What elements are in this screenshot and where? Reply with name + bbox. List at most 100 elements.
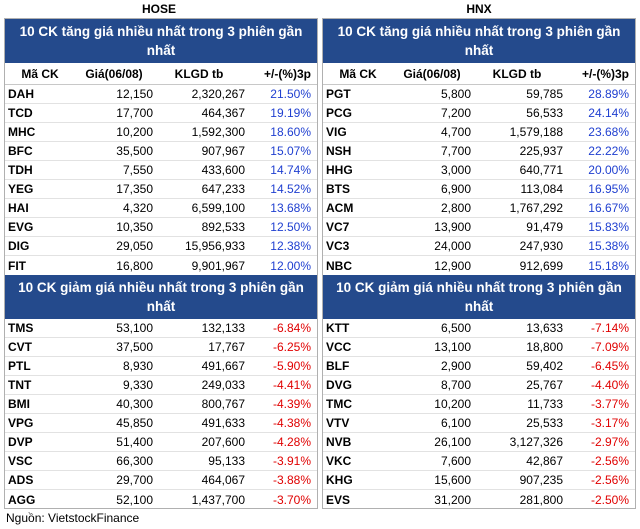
stock-symbol: TMC	[326, 397, 352, 411]
price-cell: 37,500	[116, 340, 153, 354]
volume-cell: 491,667	[201, 359, 245, 373]
stock-symbol: VTV	[326, 416, 350, 430]
table-row: TMC 10,200 11,733 -3.77%	[323, 395, 635, 414]
volume-cell: 912,699	[519, 258, 563, 273]
table-row: AGG 52,100 1,437,700 -3.70%	[5, 490, 317, 509]
hnx-gainers-table: PGT 5,800 59,785 28.89% PCG 7,200 56,533 24.14%…	[323, 85, 635, 275]
table-row: VTV 6,100 25,533 -3.17%	[323, 414, 635, 433]
hose-panel: 10 CK tăng giá nhiều nhất trong 3 phiên …	[4, 18, 318, 509]
price-cell: 24,000	[434, 239, 471, 253]
volume-cell: 25,767	[526, 378, 563, 392]
price-cell: 12,150	[116, 87, 153, 101]
change-cell: 28.89%	[588, 87, 629, 101]
table-row: EVG 10,350 892,533 12.50%	[5, 218, 317, 237]
volume-cell: 25,533	[526, 416, 563, 430]
table-row: NBC 12,900 912,699 15.18%	[323, 256, 635, 275]
change-cell: 18.60%	[270, 125, 311, 139]
change-cell: 21.50%	[270, 87, 311, 101]
change-cell: -4.28%	[272, 435, 311, 449]
volume-cell: 640,771	[519, 163, 563, 177]
volume-cell: 281,800	[519, 492, 563, 507]
stock-symbol: KTT	[326, 321, 350, 335]
volume-cell: 464,367	[201, 106, 245, 120]
hose-gainers-table: DAH 12,150 2,320,267 21.50% TCD 17,700 464,367…	[5, 85, 317, 275]
column-price: Giá(06/08)	[85, 66, 143, 81]
price-cell: 12,900	[434, 258, 471, 273]
stock-symbol: BTS	[326, 182, 350, 196]
volume-cell: 647,233	[201, 182, 245, 196]
volume-cell: 247,930	[519, 239, 563, 253]
table-row: VKC 7,600 42,867 -2.56%	[323, 452, 635, 471]
price-cell: 29,050	[116, 239, 153, 253]
change-cell: 12.50%	[270, 220, 311, 234]
change-cell: -6.45%	[590, 359, 629, 373]
volume-cell: 1,437,700	[191, 492, 245, 507]
change-cell: -3.88%	[272, 473, 311, 487]
volume-cell: 91,479	[526, 220, 563, 234]
price-cell: 17,350	[116, 182, 153, 196]
volume-cell: 59,785	[526, 87, 563, 101]
table-row: TDH 7,550 433,600 14.74%	[5, 161, 317, 180]
change-cell: 14.52%	[270, 182, 311, 196]
price-cell: 7,200	[440, 106, 471, 120]
price-cell: 8,700	[440, 378, 471, 392]
change-cell: 22.22%	[588, 144, 629, 158]
stock-symbol: VC7	[326, 220, 350, 234]
price-cell: 26,100	[434, 435, 471, 449]
change-cell: 15.83%	[588, 220, 629, 234]
price-cell: 51,400	[116, 435, 153, 449]
volume-cell: 132,133	[201, 321, 245, 335]
table-row: ADS 29,700 464,067 -3.88%	[5, 471, 317, 490]
stock-symbol: DVG	[326, 378, 353, 392]
price-cell: 45,850	[116, 416, 153, 430]
change-cell: 23.68%	[588, 125, 629, 139]
stock-symbol: NSH	[326, 144, 352, 158]
change-cell: 12.00%	[270, 258, 311, 273]
stock-symbol: VKC	[326, 454, 352, 468]
change-cell: 14.74%	[270, 163, 311, 177]
stock-symbol: VCC	[326, 340, 352, 354]
price-cell: 7,700	[440, 144, 471, 158]
volume-cell: 6,599,100	[191, 201, 245, 215]
volume-cell: 59,402	[526, 359, 563, 373]
table-row: TCD 17,700 464,367 19.19%	[5, 104, 317, 123]
change-cell: -7.14%	[590, 321, 629, 335]
change-cell: -5.90%	[272, 359, 311, 373]
volume-cell: 249,033	[201, 378, 245, 392]
table-row: EVS 31,200 281,800 -2.50%	[323, 490, 635, 509]
volume-cell: 1,767,292	[509, 201, 563, 215]
hose-exchange-title: HOSE	[141, 2, 176, 16]
change-cell: -4.41%	[272, 378, 311, 392]
change-cell: -2.56%	[590, 473, 629, 487]
volume-cell: 17,767	[208, 340, 245, 354]
price-cell: 9,330	[122, 378, 153, 392]
price-cell: 3,000	[440, 163, 471, 177]
volume-cell: 11,733	[527, 397, 563, 411]
change-cell: -3.91%	[272, 454, 311, 468]
volume-cell: 433,600	[201, 163, 245, 177]
table-row: DVP 51,400 207,600 -4.28%	[5, 433, 317, 452]
stock-symbol: DAH	[8, 87, 34, 101]
stock-symbol: FIT	[8, 258, 26, 273]
change-cell: -6.25%	[272, 340, 311, 354]
change-cell: -3.17%	[590, 416, 629, 430]
table-row: BFC 35,500 907,967 15.07%	[5, 142, 317, 161]
table-row: VC7 13,900 91,479 15.83%	[323, 218, 635, 237]
column-volume: KLGD tb	[174, 66, 224, 81]
table-row: KHG 15,600 907,235 -2.56%	[323, 471, 635, 490]
volume-cell: 464,067	[201, 473, 245, 487]
stock-symbol: CVT	[8, 340, 32, 354]
table-row: VPG 45,850 491,633 -4.38%	[5, 414, 317, 433]
table-row: DIG 29,050 15,956,933 12.38%	[5, 237, 317, 256]
hnx-losers-table: KTT 6,500 13,633 -7.14% VCC 13,100 18,800 -7.09…	[323, 319, 635, 509]
table-row: PCG 7,200 56,533 24.14%	[323, 104, 635, 123]
stock-symbol: BLF	[326, 359, 350, 373]
volume-cell: 1,579,188	[509, 125, 563, 139]
change-cell: -2.56%	[590, 454, 629, 468]
volume-cell: 207,600	[201, 435, 245, 449]
change-cell: 16.95%	[588, 182, 629, 196]
stock-symbol: EVS	[326, 492, 351, 507]
change-cell: -7.09%	[590, 340, 629, 354]
table-row: BTS 6,900 113,084 16.95%	[323, 180, 635, 199]
change-cell: 15.38%	[588, 239, 629, 253]
